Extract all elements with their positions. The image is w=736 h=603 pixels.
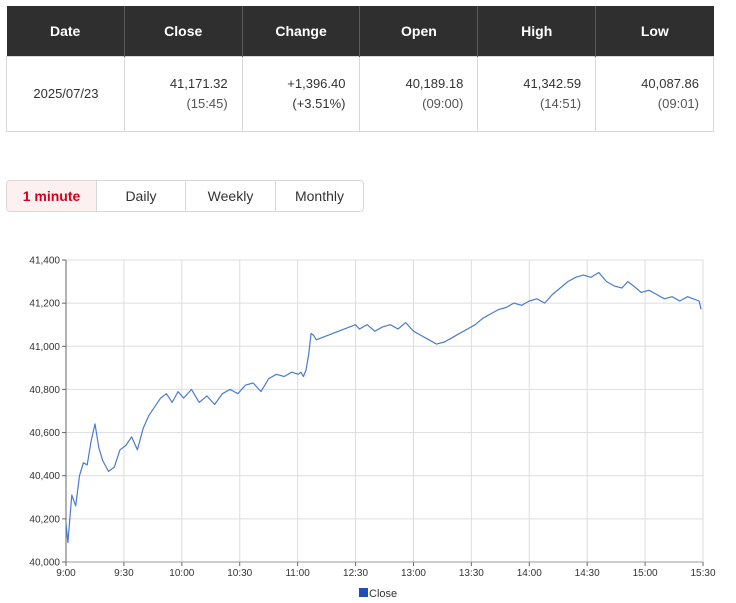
low-cell: 40,087.86 (09:01) [595,56,714,132]
change-cell: +1,396.40 (+3.51%) [241,56,361,132]
header-open: Open [359,6,479,57]
chart-grid [65,259,704,563]
quote-value-row: 2025/07/23 41,171.32 (15:45) +1,396.40 (… [6,56,714,132]
x-tick-label: 15:00 [633,568,658,579]
high-cell: 41,342.59 (14:51) [477,56,597,132]
header-change: Change [242,6,361,57]
y-tick-label: 40,400 [29,471,60,482]
low-value: 40,087.86 [641,76,699,91]
x-tick-label: 15:30 [690,568,715,579]
series-line-close [65,271,702,544]
high-value: 41,342.59 [523,76,582,91]
y-tick-label: 41,200 [29,299,60,310]
chart-series [65,271,702,544]
close-value: 41,171.32 [169,76,228,91]
y-axis-ticks: 40,000 40,200 40,400 40,600 40,800 41,000 41,2… [29,256,67,569]
y-tick-label: 41,000 [29,342,60,353]
intraday-line-chart: 40,000 40,200 40,400 40,600 40,800 41,000 41,2… [29,256,716,601]
chart-legend: Close [359,588,397,600]
x-tick-label: 10:30 [227,568,252,579]
y-tick-label: 40,600 [29,428,60,439]
tab-1-minute[interactable]: 1 minute [7,181,97,211]
change-value: +1,396.40 [287,76,346,91]
tab-daily[interactable]: Daily [97,181,186,211]
x-tick-label: 14:00 [517,568,542,579]
header-date: Date [6,6,125,57]
x-tick-label: 11:00 [285,568,310,579]
header-high: High [477,6,597,57]
date-value: 2025/07/23 [6,56,125,132]
high-time: (14:51) [539,96,582,111]
low-time: (09:01) [657,96,699,111]
period-tabs: 1 minute Daily Weekly Monthly [6,180,364,212]
open-cell: 40,189.18 (09:00) [359,56,479,132]
x-tick-label: 9:00 [56,568,76,579]
plot-area-border [65,259,704,563]
open-time: (09:00) [422,96,464,111]
tab-weekly[interactable]: Weekly [186,181,276,211]
y-tick-label: 41,400 [29,256,60,267]
legend-swatch-close [359,588,368,597]
y-tick-label: 40,200 [29,514,60,525]
x-tick-label: 10:00 [169,568,194,579]
tab-monthly[interactable]: Monthly [276,181,363,211]
close-cell: 41,171.32 (15:45) [123,56,243,132]
close-time: (15:45) [186,96,228,111]
header-low: Low [595,6,714,57]
y-tick-label: 40,000 [29,558,60,569]
x-tick-label: 13:00 [401,568,426,579]
y-tick-label: 40,800 [29,385,60,396]
x-tick-label: 13:30 [459,568,484,579]
quote-header-row: Date Close Change Open High Low [6,6,714,57]
legend-label-close: Close [369,588,397,600]
x-axis-ticks: 9:00 9:30 10:00 10:30 11:00 12:30 13:00 13:30 14… [56,561,716,579]
change-percent: (+3.51%) [292,96,346,111]
open-value: 40,189.18 [405,76,464,91]
quote-table: Date Close Change Open High Low 2025/07/… [6,6,714,132]
header-close: Close [124,6,243,57]
x-tick-label: 9:30 [114,568,134,579]
x-tick-label: 14:30 [575,568,600,579]
x-tick-label: 12:30 [343,568,368,579]
